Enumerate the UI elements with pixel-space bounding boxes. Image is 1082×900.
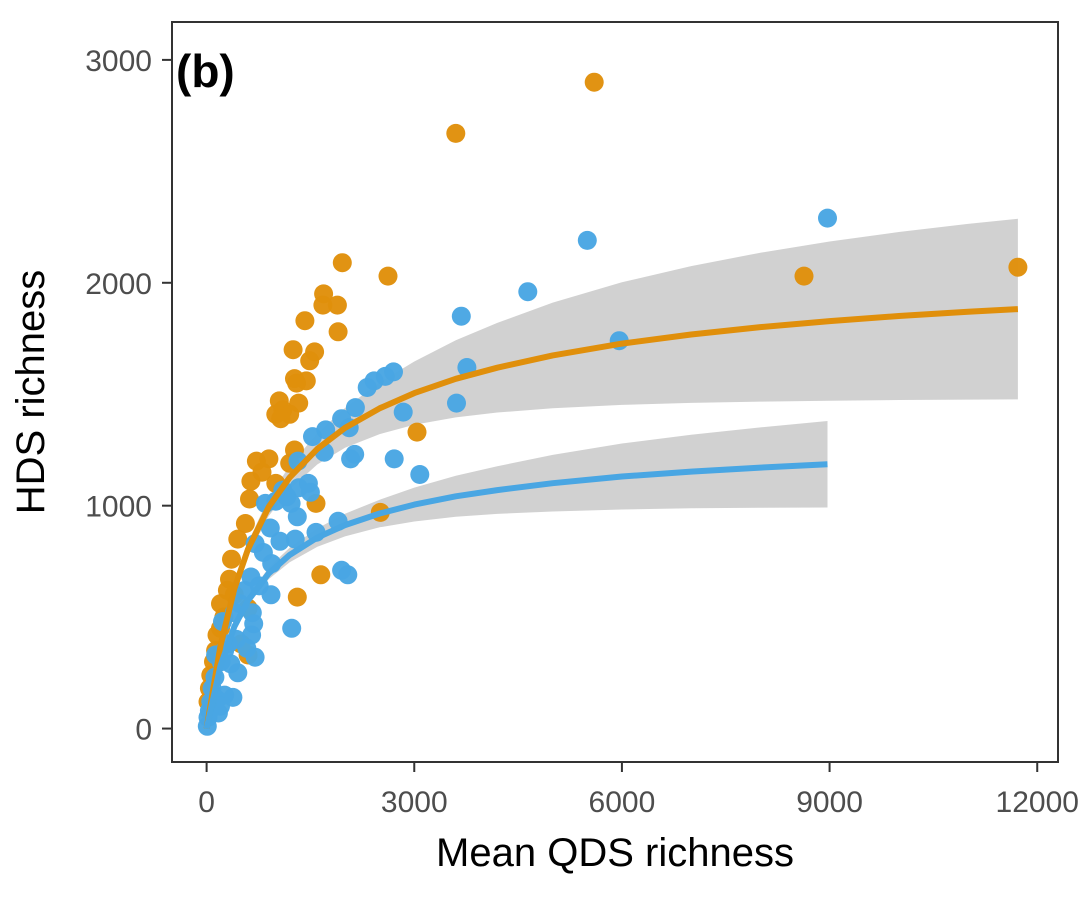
data-point-series-1: [300, 351, 320, 371]
data-point-series-1: [328, 322, 348, 342]
data-point-series-2: [228, 663, 248, 683]
data-point-series-2: [341, 449, 361, 469]
y-tick-label: 1000: [85, 491, 152, 524]
y-axis-title: HDS richness: [9, 270, 53, 515]
x-axis-title: Mean QDS richness: [436, 831, 794, 875]
data-point-series-1: [271, 409, 291, 429]
y-tick-label: 2000: [85, 268, 152, 301]
data-point-series-2: [270, 531, 290, 551]
data-point-series-1: [241, 471, 261, 491]
data-point-series-2: [287, 507, 307, 527]
data-point-series-2: [393, 402, 413, 422]
confidence-bands: [206, 218, 1018, 729]
data-point-series-1: [313, 295, 333, 315]
data-point-series-1: [295, 311, 315, 331]
data-point-series-2: [245, 647, 265, 667]
data-point-series-1: [446, 123, 466, 143]
data-point-series-1: [584, 72, 604, 92]
y-tick-label: 0: [135, 714, 152, 747]
data-point-series-1: [311, 565, 331, 585]
data-point-series-2: [818, 208, 837, 228]
data-point-series-1: [287, 587, 307, 607]
data-point-series-2: [282, 618, 302, 638]
data-point-series-2: [384, 449, 404, 469]
x-tick-label: 0: [198, 786, 215, 819]
panel-label: (b): [176, 45, 235, 97]
x-tick-label: 6000: [589, 786, 656, 819]
data-point-series-1: [378, 266, 398, 286]
data-point-series-2: [260, 518, 280, 538]
x-tick-label: 3000: [381, 786, 448, 819]
y-axis: 0 1000 2000 3000: [85, 45, 172, 747]
plot-panel-border: [171, 21, 1059, 763]
data-point-series-2: [285, 529, 305, 549]
x-axis: 0 3000 6000 9000 12000: [198, 762, 1079, 819]
data-point-series-2: [447, 393, 466, 413]
data-point-series-1: [222, 549, 241, 569]
data-point-series-1: [283, 340, 303, 360]
data-point-series-2: [357, 378, 377, 397]
y-tick-label: 3000: [85, 45, 152, 78]
data-point-series-2: [410, 465, 430, 484]
data-point-series-1: [332, 253, 352, 273]
data-point-series-1: [327, 295, 347, 315]
data-point-series-1: [228, 529, 248, 549]
data-point-series-2: [345, 398, 365, 418]
data-point-series-2: [518, 282, 538, 302]
data-point-series-2: [300, 482, 320, 502]
data-point-series-1: [240, 489, 259, 509]
data-point-series-1: [1008, 257, 1028, 277]
fit-curves: [203, 306, 1019, 730]
confidence-band-1: [206, 218, 1018, 729]
data-point-series-1: [794, 266, 814, 286]
data-point-series-1: [296, 371, 316, 391]
x-tick-label: 9000: [796, 786, 863, 819]
data-point-series-2: [338, 565, 358, 585]
x-tick-label: 12000: [996, 786, 1079, 819]
confidence-band-2: [206, 421, 828, 729]
fit-line-2: [203, 461, 828, 730]
data-point-series-2: [261, 585, 281, 605]
data-point-series-2: [451, 306, 471, 326]
data-point-series-2: [303, 427, 322, 447]
data-point-series-1: [407, 422, 427, 442]
data-point-series-2: [577, 230, 597, 250]
data-point-series-1: [235, 514, 255, 533]
fit-line-1: [203, 306, 1019, 730]
